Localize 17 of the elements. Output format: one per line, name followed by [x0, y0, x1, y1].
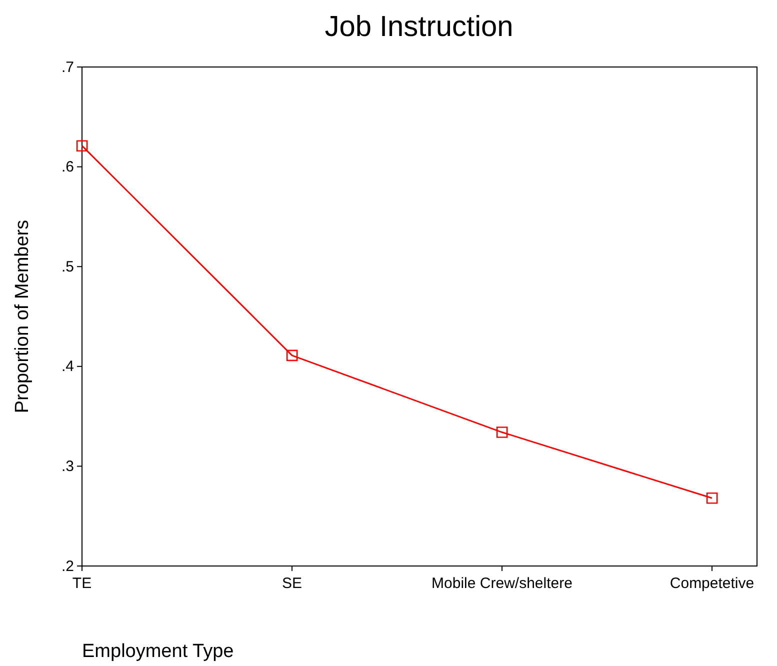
- y-axis-title: Proportion of Members: [12, 220, 33, 414]
- x-tick-label: Mobile Crew/sheltere: [432, 575, 572, 592]
- point: [706, 492, 718, 504]
- y-tick-label: .5: [61, 258, 74, 276]
- point: [496, 426, 508, 438]
- y-tick-label: .6: [61, 158, 74, 176]
- chart-title: Job Instruction: [324, 11, 514, 43]
- x-tick-label: Competetive: [670, 575, 754, 592]
- point: [286, 350, 298, 362]
- y-tick-label: .2: [61, 558, 74, 575]
- x-tick-label: SE: [282, 575, 302, 592]
- point: [76, 140, 88, 152]
- x-tick-label: TE: [72, 575, 92, 592]
- y-tick-label: .7: [61, 58, 74, 76]
- x-axis-title: Employment Type: [82, 641, 234, 662]
- y-tick-label: .3: [61, 458, 74, 475]
- y-tick-label: .4: [61, 358, 74, 376]
